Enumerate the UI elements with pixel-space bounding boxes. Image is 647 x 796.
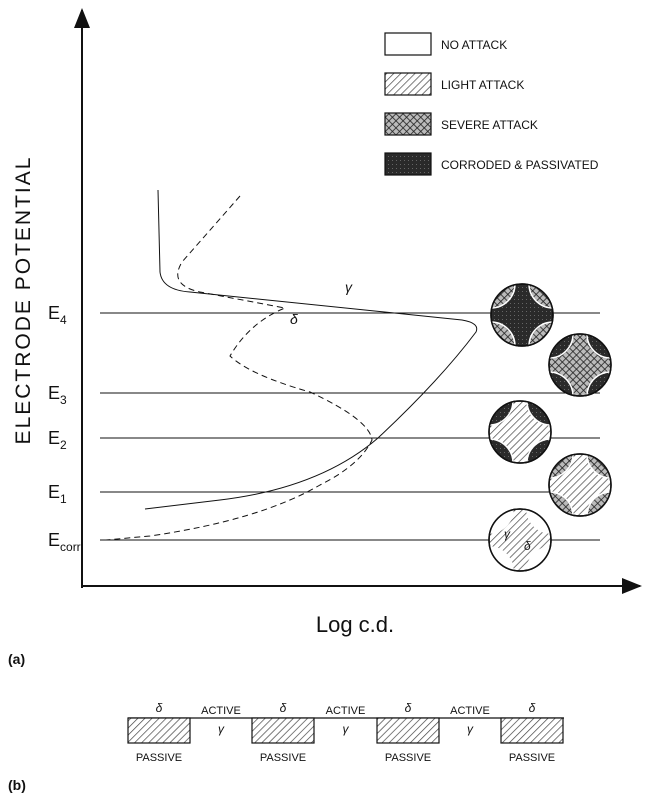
delta-curve <box>105 195 373 541</box>
level-symbol: E <box>48 303 60 323</box>
island <box>491 284 516 309</box>
island <box>489 401 514 426</box>
microstructure <box>548 453 612 517</box>
level-subscript: 4 <box>60 313 67 327</box>
island <box>528 321 553 346</box>
level-symbol: E <box>48 383 60 403</box>
level-label: E1 <box>48 482 67 506</box>
level-subscript: 3 <box>60 393 67 407</box>
state-label: PASSIVE <box>136 752 182 764</box>
passive-region <box>127 717 191 744</box>
passive-region <box>376 717 440 744</box>
phase-islands <box>549 454 611 516</box>
grain-outline <box>488 400 552 464</box>
island <box>549 454 574 479</box>
phase-label: δ <box>529 701 536 715</box>
state-label: ACTIVE <box>326 705 366 717</box>
grain-outline <box>488 508 552 572</box>
island <box>528 284 553 309</box>
phase-label: δ <box>405 701 412 715</box>
legend-swatch <box>384 32 432 56</box>
level-symbol: E <box>48 428 60 448</box>
island <box>491 321 516 346</box>
circle-label: δ <box>524 539 531 553</box>
microstructure <box>490 283 554 347</box>
curve-label: δ <box>290 311 298 327</box>
level-label: E3 <box>48 383 67 407</box>
legend-swatch <box>384 72 432 96</box>
state-label: ACTIVE <box>450 705 490 717</box>
state-label: PASSIVE <box>509 752 555 764</box>
island <box>586 454 611 479</box>
level-symbol: E <box>48 530 60 550</box>
legend-label: SEVERE ATTACK <box>441 118 538 132</box>
legend-label: LIGHT ATTACK <box>441 78 524 92</box>
phase-label: γ <box>467 722 474 736</box>
phase-label: γ <box>343 722 350 736</box>
island <box>586 491 611 516</box>
legend-swatch <box>384 112 432 136</box>
legend-label: CORRODED & PASSIVATED <box>441 158 599 172</box>
phase-label: δ <box>280 701 287 715</box>
state-label: PASSIVE <box>260 752 306 764</box>
circle-label: γ <box>504 527 511 541</box>
panel-label: (a) <box>8 651 25 667</box>
island <box>549 334 574 359</box>
y-axis-label: ELECTRODE POTENTIAL <box>12 156 35 445</box>
phase-islands <box>549 334 611 396</box>
legend-swatch <box>384 152 432 176</box>
grain-outline <box>548 453 612 517</box>
microstructure: γδ <box>488 508 552 572</box>
state-label: PASSIVE <box>385 752 431 764</box>
curve-label: γ <box>345 279 353 295</box>
phase-islands <box>489 509 551 571</box>
passive-region <box>500 717 564 744</box>
passive-region <box>251 717 315 744</box>
level-subscript: corr <box>60 540 81 554</box>
level-subscript: 1 <box>60 492 67 506</box>
gamma-curve <box>144 189 478 510</box>
panel-label: (b) <box>8 777 26 793</box>
phase-label: γ <box>218 722 225 736</box>
microstructure <box>548 333 612 397</box>
level-label: E2 <box>48 428 67 452</box>
level-label: Ecorr <box>48 530 81 554</box>
phase-label: δ <box>156 701 163 715</box>
island <box>489 546 514 571</box>
island <box>586 334 611 359</box>
island <box>489 438 514 463</box>
level-subscript: 2 <box>60 438 67 452</box>
island <box>586 371 611 396</box>
level-symbol: E <box>48 482 60 502</box>
island <box>526 546 551 571</box>
phase-islands <box>491 284 553 346</box>
state-label: ACTIVE <box>201 705 241 717</box>
level-label: E4 <box>48 303 67 327</box>
grain-outline <box>490 283 554 347</box>
island <box>549 491 574 516</box>
island <box>526 401 551 426</box>
microstructure <box>488 400 552 464</box>
legend-label: NO ATTACK <box>441 38 507 52</box>
island <box>526 438 551 463</box>
x-axis-label: Log c.d. <box>316 612 394 637</box>
island <box>526 509 551 534</box>
phase-islands <box>489 401 551 463</box>
grain-outline <box>548 333 612 397</box>
island <box>489 509 514 534</box>
island <box>549 371 574 396</box>
